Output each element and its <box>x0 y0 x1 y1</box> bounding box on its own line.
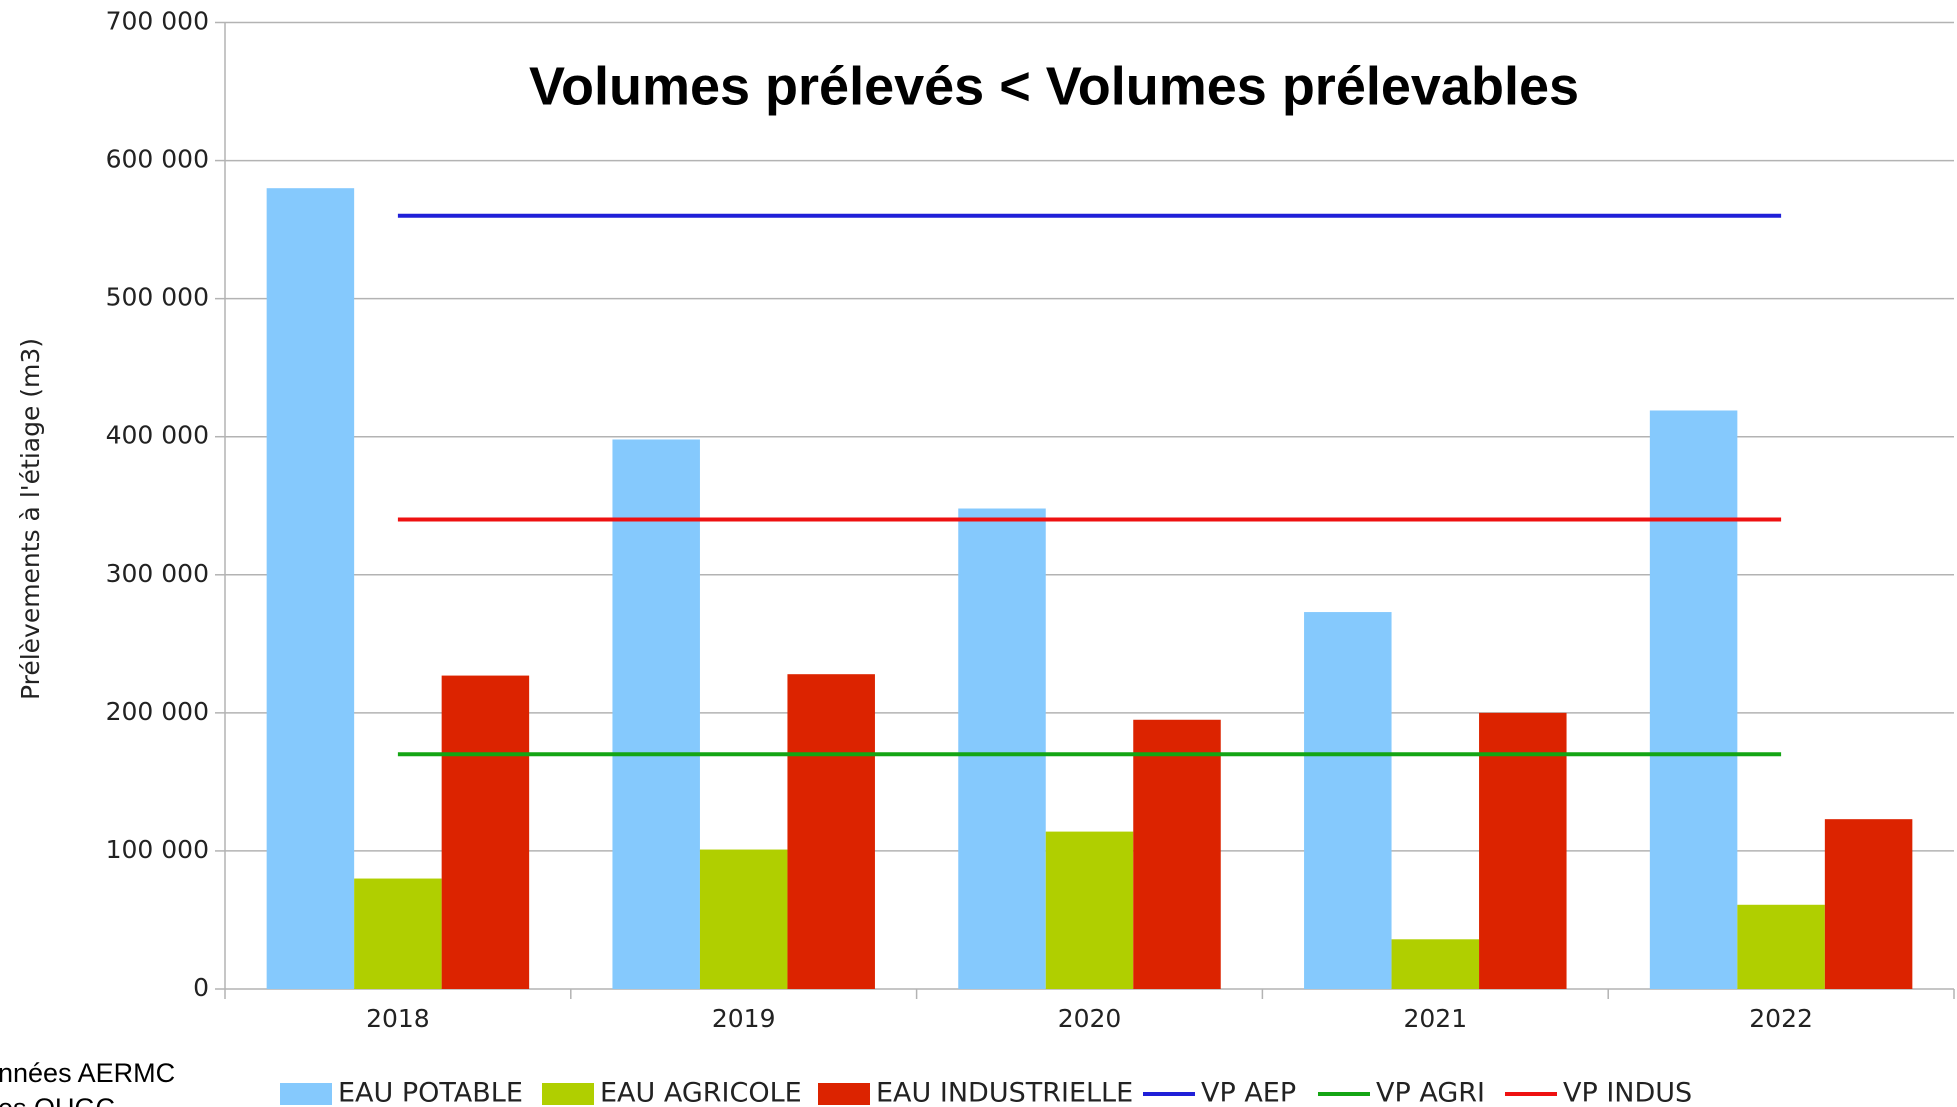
y-axis-label: Prélèvements à l'étiage (m3) <box>16 338 45 700</box>
legend-swatch <box>280 1083 332 1105</box>
chart-title: Volumes prélevés < Volumes prélevables <box>529 56 1579 116</box>
legend-label: EAU INDUSTRIELLE <box>876 1078 1133 1107</box>
x-tick-label: 2018 <box>366 1004 430 1033</box>
bar <box>1045 831 1134 989</box>
legend-swatch <box>542 1083 594 1105</box>
y-tick-label: 400 000 <box>106 421 209 450</box>
y-tick-label: 100 000 <box>106 835 209 864</box>
bar <box>1304 612 1392 989</box>
bar <box>354 878 442 989</box>
x-tick-label: 2019 <box>712 1004 776 1033</box>
legend-label: VP INDUS <box>1563 1078 1692 1107</box>
y-tick-label: 500 000 <box>106 283 209 312</box>
y-tick-label: 600 000 <box>106 145 209 174</box>
legend-label: VP AGRI <box>1376 1078 1485 1107</box>
bar <box>612 439 700 989</box>
y-tick-label: 300 000 <box>106 559 209 588</box>
y-tick-label: 700 000 <box>106 7 209 36</box>
bar <box>1824 819 1913 989</box>
note: nnées AERMC <box>0 1058 175 1088</box>
y-tick-label: 200 000 <box>106 697 209 726</box>
bar <box>1479 712 1567 989</box>
legend-swatch <box>818 1083 870 1105</box>
x-tick-label: 2022 <box>1749 1004 1813 1033</box>
x-tick-label: 2021 <box>1403 1004 1467 1033</box>
bar <box>266 188 355 989</box>
bar <box>1133 719 1221 989</box>
bar <box>1737 904 1825 989</box>
legend-label: EAU POTABLE <box>338 1078 523 1107</box>
bar <box>958 508 1046 989</box>
y-tick-label: 0 <box>193 973 209 1002</box>
note: es OUGC <box>0 1093 115 1107</box>
legend-label: EAU AGRICOLE <box>600 1078 802 1107</box>
bar <box>1649 410 1738 989</box>
bar <box>787 674 875 989</box>
bar <box>441 675 530 989</box>
bar <box>699 849 788 989</box>
legend-label: VP AEP <box>1201 1078 1296 1107</box>
bar <box>1391 939 1480 989</box>
x-tick-label: 2020 <box>1058 1004 1122 1033</box>
